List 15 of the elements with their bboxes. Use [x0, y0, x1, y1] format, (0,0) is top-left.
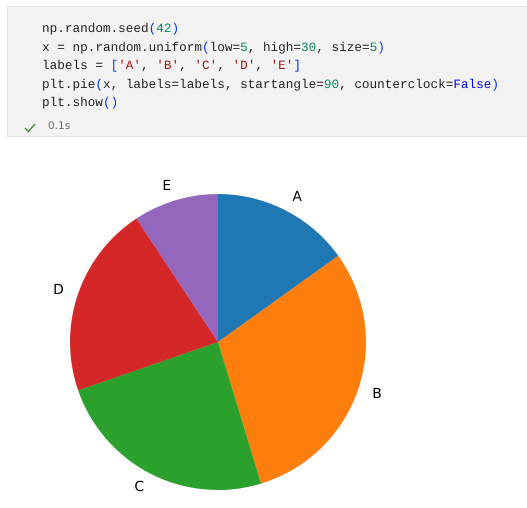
text: np.random.seed(42): [42, 21, 180, 36]
pie-slice: [218, 256, 366, 484]
text: plt.show(): [42, 95, 118, 110]
pie-slice: [78, 342, 262, 490]
text: plt.pie(x, labels=labels, startangle=90, counterclock=False): [42, 76, 500, 92]
slice-label: E: [162, 178, 172, 194]
text: labels = ['A', 'B', 'C', 'D', 'E']: [42, 58, 302, 74]
text: x = np.random.uniform(low=5, high=30, size=5): [42, 40, 385, 55]
pie-slice: [136, 194, 218, 342]
pie-slice: [70, 218, 218, 390]
slice-label: D: [53, 282, 64, 298]
slice-label: A: [292, 189, 302, 206]
text: 0.1s: [48, 120, 70, 132]
slice-label: B: [372, 386, 382, 402]
slice-label: C: [134, 479, 144, 496]
